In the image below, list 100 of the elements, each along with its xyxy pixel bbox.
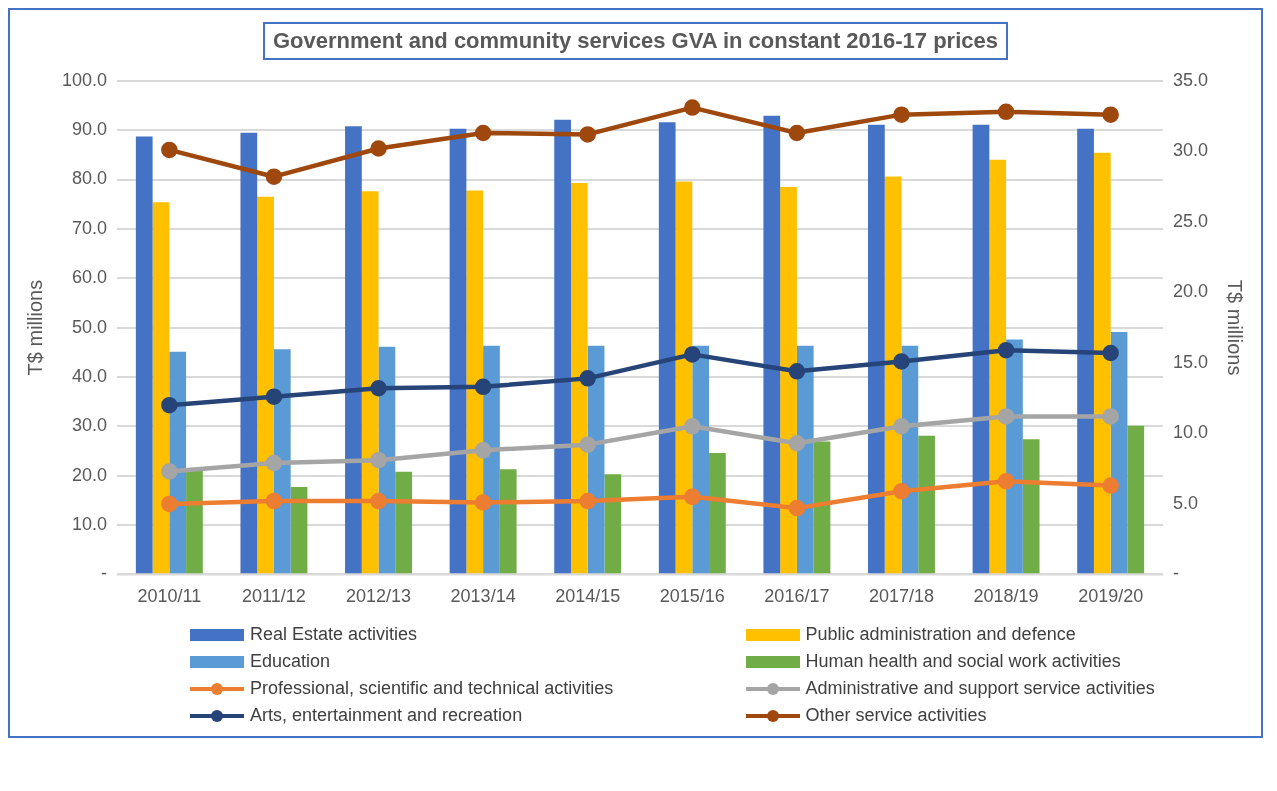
legend-label: Administrative and support service activities	[805, 678, 1155, 699]
bar	[780, 186, 797, 574]
point	[265, 168, 283, 185]
bar	[135, 136, 153, 574]
y2-tick-label: 25.0	[1172, 210, 1209, 231]
bar	[257, 196, 274, 574]
point	[997, 103, 1015, 121]
point	[265, 454, 283, 472]
x-tick-label: 2016/17	[764, 586, 830, 607]
point	[788, 363, 806, 380]
point	[474, 494, 492, 511]
x-tick-label: 2018/19	[973, 586, 1039, 607]
bar	[395, 471, 412, 574]
point	[893, 418, 910, 435]
point	[265, 388, 283, 405]
bar	[570, 182, 588, 574]
legend-label: Professional, scientific and technical activities	[250, 678, 614, 699]
bar	[240, 132, 258, 574]
y-tick-label: 40.0	[72, 365, 108, 386]
legend-label: Other service activities	[805, 705, 987, 726]
point	[1102, 477, 1119, 494]
bar	[466, 190, 484, 574]
point	[579, 436, 596, 453]
y-tick-label: 50.0	[72, 316, 108, 337]
legend-label: Public administration and defence	[805, 624, 1076, 645]
bar	[989, 159, 1007, 574]
y-tick-label: 90.0	[72, 119, 108, 140]
bar	[813, 441, 831, 574]
x-tick-label: 2011/12	[242, 586, 306, 607]
point	[1102, 106, 1119, 123]
point	[579, 492, 596, 510]
point	[893, 353, 910, 370]
bar	[186, 470, 203, 574]
point	[161, 396, 178, 414]
x-tick-label: 2010/11	[137, 586, 202, 607]
x-tick-label: 2012/13	[345, 586, 412, 607]
bar	[868, 124, 885, 574]
legend-label: Real Estate activities	[250, 624, 418, 645]
bar	[972, 124, 990, 574]
point	[161, 495, 178, 513]
legend-label: Arts, entertainment and recreation	[250, 705, 523, 726]
x-tick-label: 2014/15	[555, 586, 621, 607]
point	[474, 442, 492, 459]
bar	[1093, 152, 1111, 574]
bar	[361, 191, 379, 574]
y-tick-label: 60.0	[72, 267, 108, 288]
point	[161, 463, 178, 480]
x-tick-label: 2015/16	[659, 586, 725, 607]
y2-tick-label: 30.0	[1172, 140, 1209, 161]
bar	[658, 122, 676, 574]
y-tick-label: -	[101, 563, 108, 584]
point	[370, 451, 387, 469]
y-tick-label: 20.0	[72, 464, 108, 485]
bar	[763, 115, 781, 574]
bar	[345, 126, 362, 574]
point	[579, 370, 596, 387]
y2-tick-label: 35.0	[1172, 69, 1209, 90]
point	[370, 492, 387, 510]
x-tick-label: 2019/20	[1078, 586, 1144, 607]
bar	[604, 474, 622, 574]
y-tick-label: 80.0	[72, 168, 108, 189]
point	[997, 341, 1015, 359]
point	[370, 379, 387, 397]
x-tick-label: 2017/18	[868, 586, 935, 607]
point	[788, 124, 806, 142]
bar	[290, 487, 308, 574]
y2-tick-label: 15.0	[1172, 351, 1209, 372]
point	[997, 473, 1015, 490]
y-tick-label: 10.0	[72, 514, 108, 535]
point	[997, 408, 1015, 425]
point	[370, 140, 387, 157]
point	[579, 126, 596, 143]
y2-tick-label: 10.0	[1172, 422, 1209, 443]
bar	[1127, 425, 1145, 574]
point	[684, 346, 701, 363]
y-tick-label: 70.0	[72, 217, 108, 238]
point	[161, 141, 178, 159]
bar	[709, 452, 726, 574]
legend-label: Education	[250, 651, 331, 672]
point	[893, 106, 910, 123]
bar	[554, 119, 571, 574]
bar	[499, 469, 517, 574]
bar	[449, 128, 467, 574]
y2-axis-title: T$ millions	[1224, 279, 1247, 376]
point	[684, 99, 701, 116]
y-tick-label: 100.0	[62, 69, 108, 90]
bar	[152, 202, 170, 574]
point	[788, 434, 806, 452]
point	[1102, 344, 1119, 362]
y2-tick-label: 5.0	[1172, 492, 1198, 513]
point	[684, 418, 701, 435]
point	[1102, 408, 1119, 425]
bar	[918, 435, 935, 574]
x-tick-label: 2013/14	[450, 586, 516, 607]
y-axis-title: T$ millions	[23, 279, 46, 376]
y2-tick-label: -	[1172, 563, 1179, 584]
point	[684, 488, 701, 506]
y-tick-label: 30.0	[72, 415, 108, 436]
legend-label: Human health and social work activities	[805, 651, 1121, 672]
y2-tick-label: 20.0	[1172, 281, 1209, 302]
